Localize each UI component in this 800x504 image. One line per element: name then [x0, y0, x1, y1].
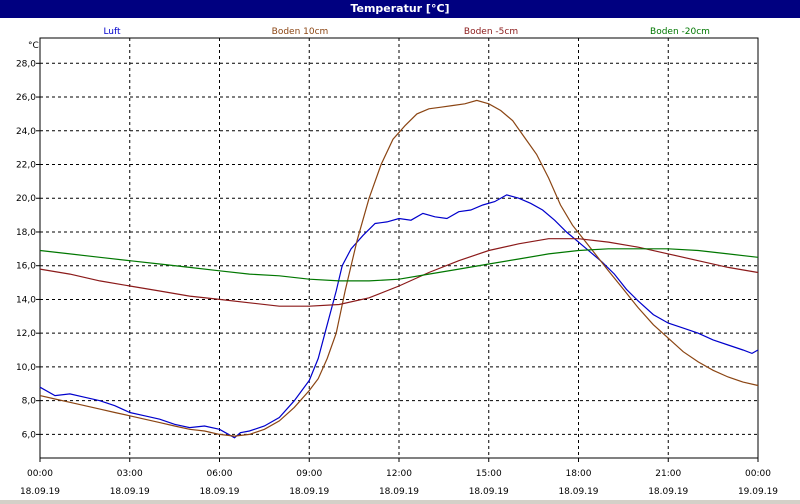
legend: Luft Boden 10cm Boden -5cm Boden -20cm: [103, 27, 710, 37]
y-tick-label: 6,0: [22, 430, 37, 440]
temperature-line-chart: 6,0 8,0 10,0 12,0 14,0 16,0 18,0 20,0 22,0 24,0 26…: [16, 27, 778, 497]
legend-entry: Boden -5cm: [464, 27, 518, 37]
chart-title: Temperatur [°C]: [0, 0, 800, 18]
x-tick-date-label: 18.09.19: [558, 487, 598, 497]
y-axis-unit-label: °C: [28, 41, 39, 51]
x-tick-time-label: 00:00: [745, 469, 771, 479]
x-tick-date-label: 18.09.19: [648, 487, 688, 497]
x-tick-time-label: 12:00: [386, 469, 412, 479]
x-tick-date-label: 19.09.19: [738, 487, 778, 497]
x-tick-time-label: 21:00: [655, 469, 681, 479]
y-tick-label: 28,0: [16, 59, 36, 69]
y-tick-label: 12,0: [16, 329, 36, 339]
series-line-boden-20cm: [39, 248, 759, 282]
x-tick-time-label: 03:00: [117, 469, 143, 479]
legend-entry: Boden 10cm: [272, 27, 329, 37]
x-tick-time-label: 00:00: [27, 469, 53, 479]
series-line-luft: [39, 194, 759, 439]
legend-entry: Boden -20cm: [650, 27, 710, 37]
y-tick-label: 10,0: [16, 363, 36, 373]
x-tick-date-label: 18.09.19: [379, 487, 419, 497]
chart-area: 6,0 8,0 10,0 12,0 14,0 16,0 18,0 20,0 22,0 24,0 26…: [0, 18, 800, 500]
y-tick-label: 18,0: [16, 228, 36, 238]
y-tick-label: 8,0: [22, 397, 37, 407]
x-tick-date-label: 18.09.19: [289, 487, 329, 497]
x-tick-date-label: 18.09.19: [110, 487, 150, 497]
series-lines: [39, 99, 759, 439]
grid-lines: [40, 38, 758, 458]
axes: 6,0 8,0 10,0 12,0 14,0 16,0 18,0 20,0 22,0 24,0 26…: [16, 37, 778, 497]
x-tick-time-label: 15:00: [476, 469, 502, 479]
x-tick-time-label: 06:00: [207, 469, 233, 479]
y-tick-label: 22,0: [16, 161, 36, 171]
y-tick-label: 14,0: [16, 295, 36, 305]
x-tick-date-label: 18.09.19: [20, 487, 60, 497]
series-line-boden-10cm: [39, 99, 759, 437]
x-tick-date-label: 18.09.19: [469, 487, 509, 497]
y-tick-label: 20,0: [16, 194, 36, 204]
x-tick-time-label: 09:00: [296, 469, 322, 479]
y-tick-label: 16,0: [16, 262, 36, 272]
x-tick-time-label: 18:00: [566, 469, 592, 479]
legend-entry: Luft: [103, 27, 121, 37]
series-line-boden-5cm: [39, 238, 759, 307]
x-tick-date-label: 18.09.19: [199, 487, 239, 497]
y-tick-label: 24,0: [16, 127, 36, 137]
y-tick-label: 26,0: [16, 93, 36, 103]
